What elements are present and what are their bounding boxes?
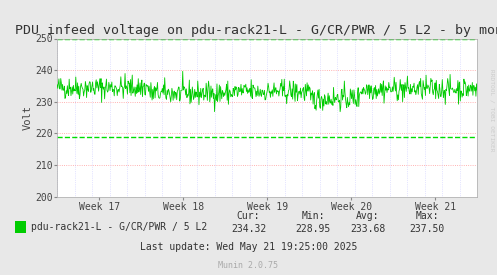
Text: Munin 2.0.75: Munin 2.0.75	[219, 261, 278, 270]
Text: Max:: Max:	[415, 211, 439, 221]
Text: Cur:: Cur:	[237, 211, 260, 221]
Text: pdu-rack21-L - G/CR/PWR / 5 L2: pdu-rack21-L - G/CR/PWR / 5 L2	[31, 222, 207, 232]
Title: PDU infeed voltage on pdu-rack21-L - G/CR/PWR / 5 L2 - by month: PDU infeed voltage on pdu-rack21-L - G/C…	[15, 24, 497, 37]
Text: 234.32: 234.32	[231, 224, 266, 234]
Text: 233.68: 233.68	[350, 224, 385, 234]
Text: 237.50: 237.50	[410, 224, 445, 234]
Text: RRDTOOL / TOBI OETIKER: RRDTOOL / TOBI OETIKER	[490, 69, 495, 151]
Text: Avg:: Avg:	[356, 211, 380, 221]
Text: 228.95: 228.95	[296, 224, 331, 234]
Text: Last update: Wed May 21 19:25:00 2025: Last update: Wed May 21 19:25:00 2025	[140, 242, 357, 252]
Y-axis label: Volt: Volt	[22, 105, 33, 130]
Text: Min:: Min:	[301, 211, 325, 221]
